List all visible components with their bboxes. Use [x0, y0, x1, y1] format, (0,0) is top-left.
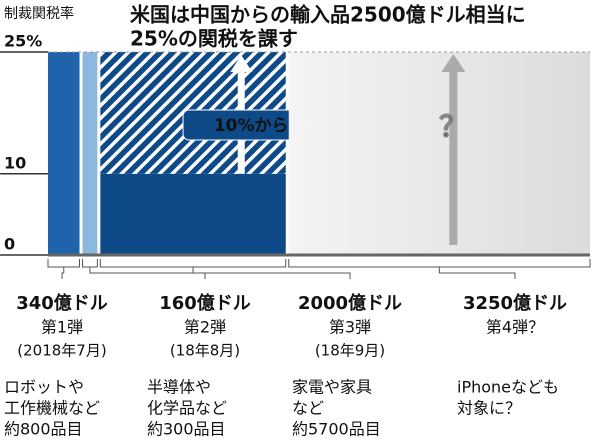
round-label: 第1弾 — [41, 318, 83, 337]
round-label: 第2弾 — [184, 318, 226, 337]
unknown-mark: ？ — [439, 110, 467, 143]
description: 化学品など — [147, 399, 227, 418]
date-label: (18年9月) — [315, 342, 385, 360]
amount-label: 340億ドル — [16, 292, 108, 314]
bracket — [99, 259, 351, 279]
description: 約800品目 — [4, 420, 83, 439]
amount-label: 2000億ドル — [298, 292, 402, 314]
y-tick-label: 25% — [4, 32, 42, 51]
description: 約300品目 — [147, 420, 226, 439]
description: など — [292, 399, 324, 418]
arrow-head — [441, 54, 466, 72]
y-tick-label: 10 — [4, 153, 26, 172]
description: iPhoneなども — [457, 378, 559, 397]
bar — [48, 52, 80, 255]
arrow-head — [230, 55, 253, 72]
description: 家電や家具 — [292, 378, 372, 397]
description: 半導体や — [147, 378, 211, 397]
description: ロボットや — [4, 378, 84, 397]
bracket — [47, 259, 81, 279]
title: 米国は中国からの輸入品2500億ドル相当に — [130, 3, 526, 27]
amount-label: 160億ドル — [159, 292, 251, 314]
round-label: 第3弾 — [329, 318, 371, 337]
bracket — [82, 259, 206, 279]
description: 対象に？ — [457, 399, 521, 418]
bar — [82, 52, 98, 255]
y-tick-label: 0 — [4, 235, 15, 254]
bar-initial — [100, 173, 286, 255]
unknown-region — [288, 52, 590, 255]
round-label: 第4弾？ — [486, 318, 544, 337]
description: 工作機械など — [4, 399, 100, 418]
date-label: (18年8月) — [170, 342, 240, 360]
description: 約5700品目 — [292, 420, 381, 439]
amount-label: 3250億ドル — [463, 292, 567, 314]
bracket — [288, 259, 591, 279]
date-label: (2018年7月) — [17, 342, 106, 360]
title: 25%の関税を課す — [130, 27, 298, 51]
y-axis-label: 制裁関税率 — [4, 5, 74, 22]
